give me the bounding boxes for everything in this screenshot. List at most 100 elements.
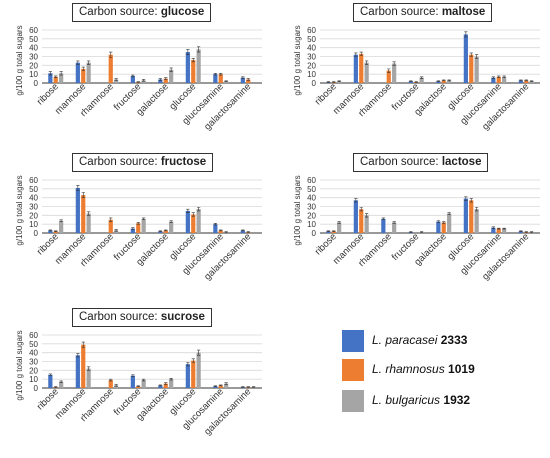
y-tick-label: 60 [29,176,38,185]
bar [108,219,113,233]
error-bar [186,49,190,56]
title-prefix: Carbon source: [79,6,161,18]
bar [436,81,441,83]
chart-title: Carbon source: sucrose [72,308,212,327]
bar [364,62,369,83]
bar [502,76,507,83]
error-bar [326,81,330,83]
bar [469,200,474,233]
error-bar [436,80,440,82]
y-axis-label: g/100 g total sugars [15,330,24,400]
error-bar [109,217,113,222]
y-tick-label: 20 [29,61,38,70]
error-bar [442,221,446,224]
bar [136,223,141,233]
title-sugar: sucrose [160,311,205,323]
y-tick-label: 30 [307,203,316,212]
bar [59,220,64,233]
bar [474,56,479,83]
error-bar [76,60,80,65]
bar [419,77,424,83]
error-bar [109,378,113,382]
error-bar [81,341,85,348]
y-tick-label: 40 [307,194,316,203]
error-bar [519,230,523,232]
y-tick-label: 0 [312,79,317,88]
y-tick-label: 40 [29,194,38,203]
bar [353,200,358,233]
error-bar [114,384,118,387]
bar [463,34,468,83]
bar [81,68,86,83]
y-tick-label: 10 [29,220,38,229]
y-tick-label: 10 [29,375,38,384]
error-bar [219,229,223,232]
error-bar [475,207,479,212]
error-bar [447,79,451,82]
chart-title: Carbon source: lactose [353,153,489,172]
bar [224,81,229,83]
error-bar [442,79,446,82]
error-bar [354,198,358,203]
title-prefix: Carbon source: [79,311,161,323]
error-bar [354,52,358,57]
error-bar [136,385,140,387]
error-bar [87,60,91,65]
bar [136,386,141,388]
bar [48,374,53,388]
bar [196,352,201,388]
bar [196,209,201,233]
error-bar [164,77,168,80]
bar [447,80,452,83]
error-bar [76,353,80,358]
bar [114,230,119,233]
y-tick-label: 0 [34,79,39,88]
error-bar [524,231,528,233]
x-tick-label: ribose [35,386,61,412]
error-bar [142,378,146,382]
bar [53,76,58,83]
error-bar [359,51,363,56]
error-bar [213,72,217,76]
y-tick-label: 40 [29,44,38,53]
bar [86,213,91,233]
y-axis-label: g/100 g total sugars [15,175,24,245]
error-bar [158,384,162,387]
title-sugar: maltose [441,6,486,18]
error-bar [114,229,118,232]
bar [163,78,168,83]
bar [213,74,218,83]
bar [337,81,342,83]
error-bar [392,61,396,66]
error-bar [224,80,228,82]
error-bar [76,185,80,191]
error-bar [497,227,501,230]
x-tick-label: ribose [313,81,339,107]
error-bar [530,231,534,233]
bar [108,54,113,83]
error-bar [414,81,418,83]
bar [141,218,146,233]
chart-title: Carbon source: glucose [72,3,212,22]
error-bar [219,384,223,387]
bar [169,221,174,233]
error-bar [164,229,168,232]
error-bar [48,229,52,232]
bar [392,63,397,83]
error-bar [246,231,250,233]
error-bar [530,80,534,82]
bar [75,187,80,233]
y-axis-label: g/100 g total sugars [293,175,302,245]
bar [191,60,196,83]
y-axis-label: g/100 g total sugars [293,25,302,95]
error-bar [326,230,330,232]
error-bar [491,76,495,79]
y-tick-label: 20 [307,211,316,220]
bar [158,231,163,233]
chart-title: Carbon source: maltose [353,3,493,22]
bar [469,54,474,83]
y-tick-label: 40 [29,349,38,358]
